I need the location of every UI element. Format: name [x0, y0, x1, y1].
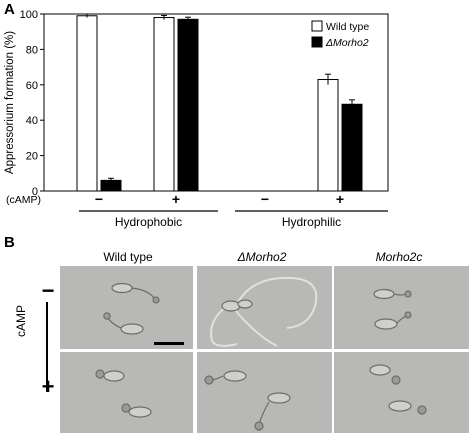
legend-swatch-0: [311, 20, 323, 32]
micrograph-wild-type-plus-camp: [60, 352, 193, 433]
micrograph-wild-type-minus-camp: [60, 266, 193, 349]
column-title-wild-type: Wild type: [103, 250, 153, 264]
row-sign-minus: −: [41, 278, 55, 303]
camp-sign-0: −: [95, 191, 103, 207]
panel-b-letter: B: [4, 234, 15, 251]
y-tick-label-2: 40: [26, 115, 38, 127]
y-tick-label-5: 100: [20, 9, 38, 21]
bar-s1-c1: [177, 18, 199, 192]
y-axis-label: Appressorium formation (%): [4, 31, 16, 174]
bar-s1-c3: [341, 103, 363, 192]
group-label-1: Hydrophilic: [282, 215, 341, 229]
camp-sign-3: +: [336, 191, 344, 207]
legend-label-0: Wild type: [326, 21, 369, 33]
legend-label-1: ΔMorho2: [325, 37, 369, 49]
column-title-morho2-deletion: ΔMorho2: [237, 250, 287, 264]
micrograph-morho2-minus-camp: [197, 266, 332, 349]
y-tick-label-1: 20: [26, 151, 38, 163]
bar-s0-c1: [153, 17, 175, 192]
camp-axis-label: (cAMP): [6, 194, 41, 206]
camp-bracket-line: [46, 302, 48, 392]
camp-sign-1: +: [172, 191, 180, 207]
camp-sign-2: −: [261, 191, 269, 207]
column-title-morho2c: Morho2c: [375, 250, 423, 264]
micrograph-morho2c-plus-camp: [334, 352, 469, 433]
row-sign-plus: +: [40, 374, 56, 400]
appressorium-bar-chart: 0 20 40 60 80 100 Appressorium formation (%) Wi…: [4, 9, 389, 229]
bar-s0-c0: [76, 15, 98, 192]
plot-frame: [43, 13, 389, 192]
camp-row-label: cAMP: [14, 304, 28, 337]
micrograph-morho2-plus-camp: [197, 352, 332, 433]
bar-s0-c3: [317, 78, 339, 192]
y-tick-label-4: 80: [26, 44, 38, 56]
legend-swatch-1: [311, 36, 323, 48]
y-tick-label-0: 0: [32, 186, 38, 198]
group-label-0: Hydrophobic: [115, 215, 182, 229]
y-tick-label-3: 60: [26, 80, 38, 92]
panel-a-letter: A: [4, 1, 15, 18]
micrograph-morho2c-minus-camp: [334, 266, 469, 349]
